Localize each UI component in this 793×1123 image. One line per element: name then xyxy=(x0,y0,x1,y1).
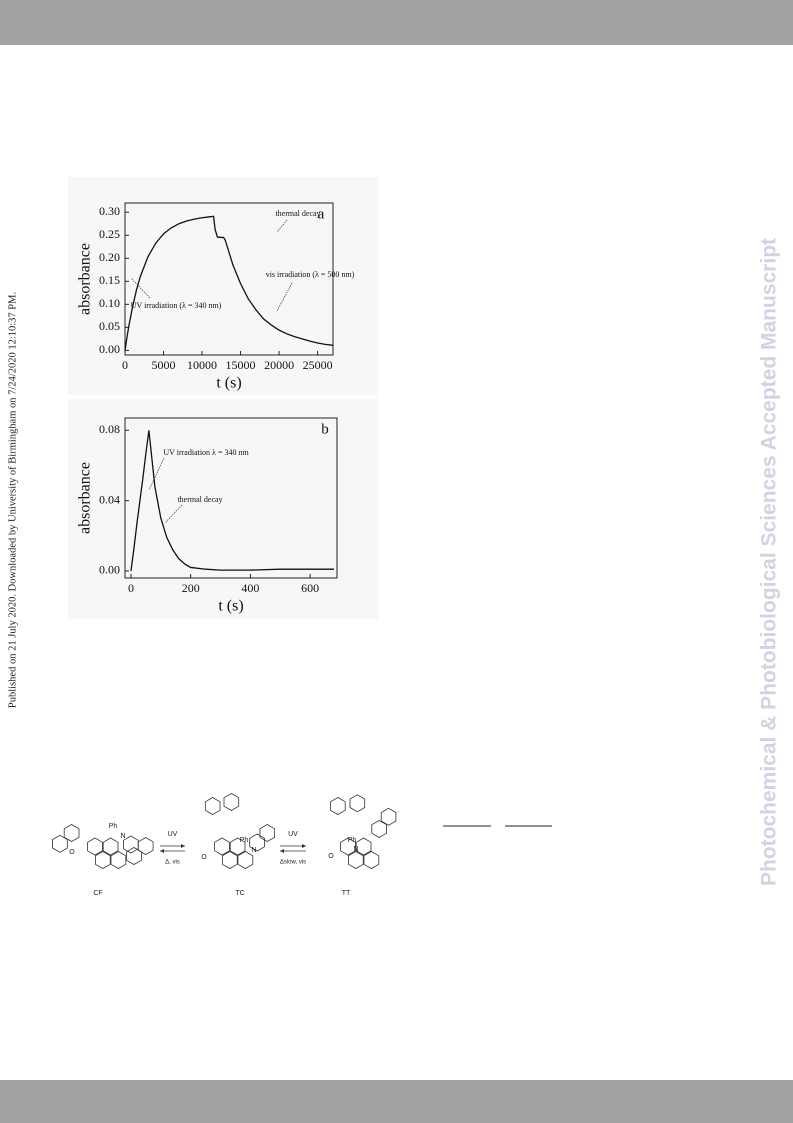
compound-label: CF xyxy=(93,890,102,897)
x-tick-label: 15000 xyxy=(226,358,256,372)
arrow-label: UV xyxy=(288,831,298,838)
x-tick-label: 10000 xyxy=(187,358,217,372)
x-axis-title: t (s) xyxy=(216,375,241,392)
y-tick-label: 0.15 xyxy=(99,273,120,287)
ring xyxy=(223,793,240,811)
ring xyxy=(204,797,221,815)
x-tick-label: 0 xyxy=(128,581,134,595)
data-line xyxy=(130,430,335,572)
side-note: Published on 21 July 2020. Downloaded by… xyxy=(7,292,18,708)
ring xyxy=(237,851,254,869)
ring xyxy=(63,824,80,842)
ring xyxy=(137,837,154,855)
ring xyxy=(214,837,230,856)
arrow-head xyxy=(181,844,185,848)
ring xyxy=(222,851,238,869)
y-tick-label: 0.25 xyxy=(99,227,120,241)
compound-label: TT xyxy=(342,890,351,897)
annotation: thermal decay xyxy=(177,495,222,504)
ring xyxy=(348,851,364,869)
x-tick-label: 20000 xyxy=(264,358,294,372)
header-bar xyxy=(0,0,793,45)
ring xyxy=(363,851,380,869)
annotation-arrow xyxy=(276,219,288,233)
y-tick-label: 0.20 xyxy=(99,250,120,264)
ring xyxy=(95,851,111,869)
annotation: thermal decay xyxy=(275,209,320,218)
plot-frame xyxy=(124,202,334,356)
atom-label: N xyxy=(120,833,125,840)
ring xyxy=(380,807,397,826)
ring xyxy=(349,794,366,813)
panel-background xyxy=(68,177,378,395)
annotation-arrow xyxy=(130,277,151,299)
atom-label: N xyxy=(353,846,358,853)
footer-bar xyxy=(0,1080,793,1123)
atom-label: Ph xyxy=(348,837,357,844)
y-tick-label: 0.08 xyxy=(99,422,120,436)
x-tick-label: 200 xyxy=(182,581,200,595)
ring xyxy=(355,837,372,856)
arrow-head xyxy=(160,849,164,853)
ring xyxy=(126,847,142,865)
plot-frame xyxy=(124,417,338,579)
ring xyxy=(87,837,103,856)
atom-label: Ph xyxy=(109,823,118,830)
y-axis-title: absorbance xyxy=(77,462,94,534)
panel-background xyxy=(68,399,378,619)
ring xyxy=(330,797,346,815)
arrow-head xyxy=(280,849,284,853)
y-tick-label: 0.30 xyxy=(99,204,120,218)
x-axis-title: t (s) xyxy=(218,598,243,615)
atom-label: O xyxy=(69,849,75,856)
y-axis-title: absorbance xyxy=(77,243,94,315)
arrow-label: Δslow, vis xyxy=(280,860,306,866)
ring xyxy=(102,837,119,856)
y-tick-label: 0.05 xyxy=(99,319,120,333)
compound-label: TC xyxy=(235,890,244,897)
atom-label: N xyxy=(251,847,256,854)
ring xyxy=(340,837,356,856)
atom-label: Ph xyxy=(240,837,249,844)
panel-label: b xyxy=(321,421,329,437)
arrow-label: UV xyxy=(168,831,178,838)
ring xyxy=(229,837,246,856)
x-tick-label: 5000 xyxy=(152,358,176,372)
x-tick-label: 25000 xyxy=(303,358,333,372)
annotation-arrow xyxy=(148,457,165,491)
y-tick-label: 0.00 xyxy=(99,563,120,577)
x-tick-label: 400 xyxy=(241,581,259,595)
ring xyxy=(123,835,139,854)
atom-label: O xyxy=(328,853,334,860)
annotation-arrow xyxy=(164,504,183,524)
arrow-head xyxy=(302,844,306,848)
arrow-label: Δ, vis xyxy=(165,860,180,866)
y-tick-label: 0.04 xyxy=(99,492,120,506)
ring xyxy=(371,820,387,838)
ring xyxy=(249,833,265,852)
x-tick-label: 0 xyxy=(122,358,128,372)
annotation-arrow xyxy=(276,282,293,312)
atom-label: O xyxy=(201,854,207,861)
ring xyxy=(110,851,127,869)
x-tick-label: 600 xyxy=(301,581,319,595)
ring xyxy=(52,834,68,853)
annotation: UV irradiation (λ = 340 nm) xyxy=(131,301,222,310)
y-tick-label: 0.00 xyxy=(99,342,120,356)
annotation: vis irradiation (λ = 500 nm) xyxy=(266,270,355,279)
panel-label: a xyxy=(318,206,325,222)
y-tick-label: 0.10 xyxy=(99,296,120,310)
annotation: UV irradiation λ = 340 nm xyxy=(163,448,249,457)
watermark: Photochemical & Photobiological Sciences… xyxy=(758,238,781,886)
data-line xyxy=(124,215,334,351)
ring xyxy=(259,824,275,842)
